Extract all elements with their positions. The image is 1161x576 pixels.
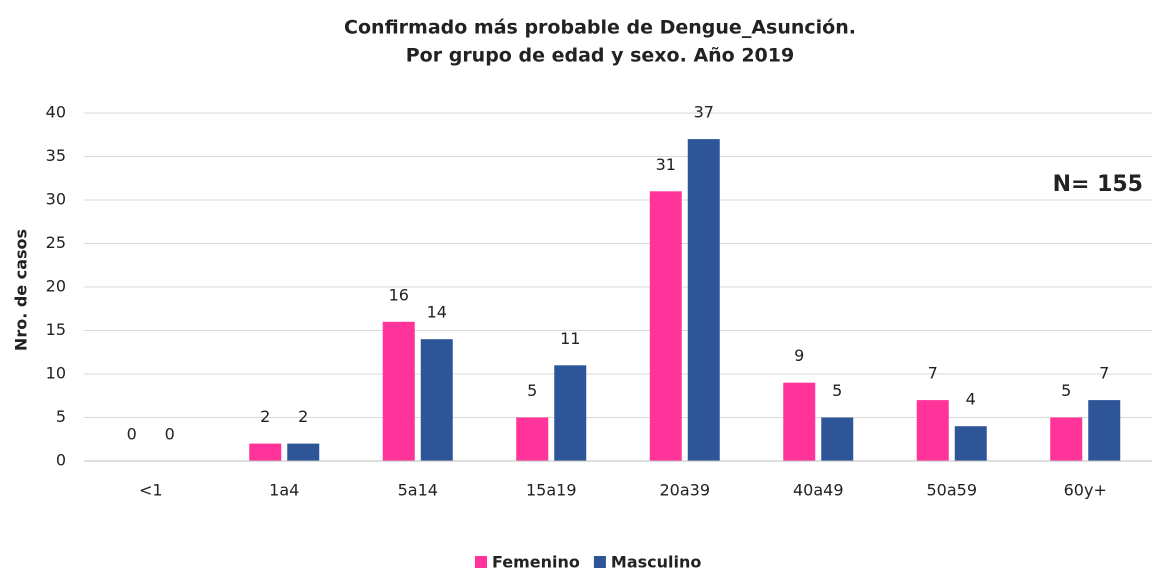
legend-swatch — [475, 556, 487, 568]
y-tick-label: 30 — [46, 190, 66, 209]
value-label: 7 — [1099, 364, 1109, 383]
y-tick-label: 25 — [46, 233, 66, 252]
bar — [287, 443, 320, 461]
legend-label: Femenino — [492, 553, 580, 572]
y-tick-label: 20 — [46, 277, 66, 296]
bar — [783, 382, 816, 461]
y-tick-label: 5 — [56, 407, 66, 426]
x-tick-label: 20a39 — [659, 481, 710, 500]
y-tick-label: 35 — [46, 146, 66, 165]
bar — [516, 417, 549, 461]
x-tick-label: 15a19 — [526, 481, 577, 500]
bar — [1088, 400, 1121, 461]
value-label: 0 — [165, 425, 175, 444]
value-label: 9 — [794, 346, 804, 365]
bar — [649, 191, 682, 462]
x-tick-label: 50a59 — [926, 481, 977, 500]
bar — [954, 426, 987, 461]
x-tick-label: <1 — [139, 481, 163, 500]
value-label: 2 — [260, 407, 270, 426]
y-tick-label: 40 — [46, 103, 66, 122]
bar — [821, 417, 854, 461]
value-label: 4 — [966, 390, 976, 409]
annotation: N= 155 — [1053, 172, 1143, 197]
value-label: 11 — [560, 329, 580, 348]
chart-title: Confirmado más probable de Dengue_Asunci… — [344, 17, 856, 39]
legend-swatch — [593, 556, 606, 568]
y-tick-label: 0 — [56, 451, 66, 470]
value-label: 16 — [389, 285, 409, 304]
value-label: 0 — [127, 425, 137, 444]
bar — [1050, 417, 1083, 461]
bar — [687, 139, 720, 461]
value-label: 7 — [928, 364, 938, 383]
bar — [916, 400, 949, 461]
bar — [554, 365, 587, 461]
bar — [420, 339, 453, 461]
chart-subtitle: Por grupo de edad y sexo. Año 2019 — [406, 45, 794, 67]
x-tick-label: 60y+ — [1064, 481, 1107, 500]
value-label: 37 — [694, 103, 714, 122]
value-label: 5 — [1061, 381, 1071, 400]
value-label: 5 — [527, 381, 537, 400]
x-tick-label: 5a14 — [398, 481, 438, 500]
bar — [382, 321, 415, 461]
bar — [249, 443, 282, 461]
y-axis-label: Nro. de casos — [12, 229, 31, 351]
y-tick-label: 10 — [46, 364, 66, 383]
x-tick-label: 1a4 — [269, 481, 299, 500]
y-tick-label: 15 — [46, 320, 66, 339]
value-label: 5 — [832, 381, 842, 400]
value-label: 14 — [427, 303, 447, 322]
value-label: 31 — [656, 155, 676, 174]
x-tick-label: 40a49 — [793, 481, 844, 500]
value-label: 2 — [298, 407, 308, 426]
legend-label: Masculino — [611, 553, 701, 572]
